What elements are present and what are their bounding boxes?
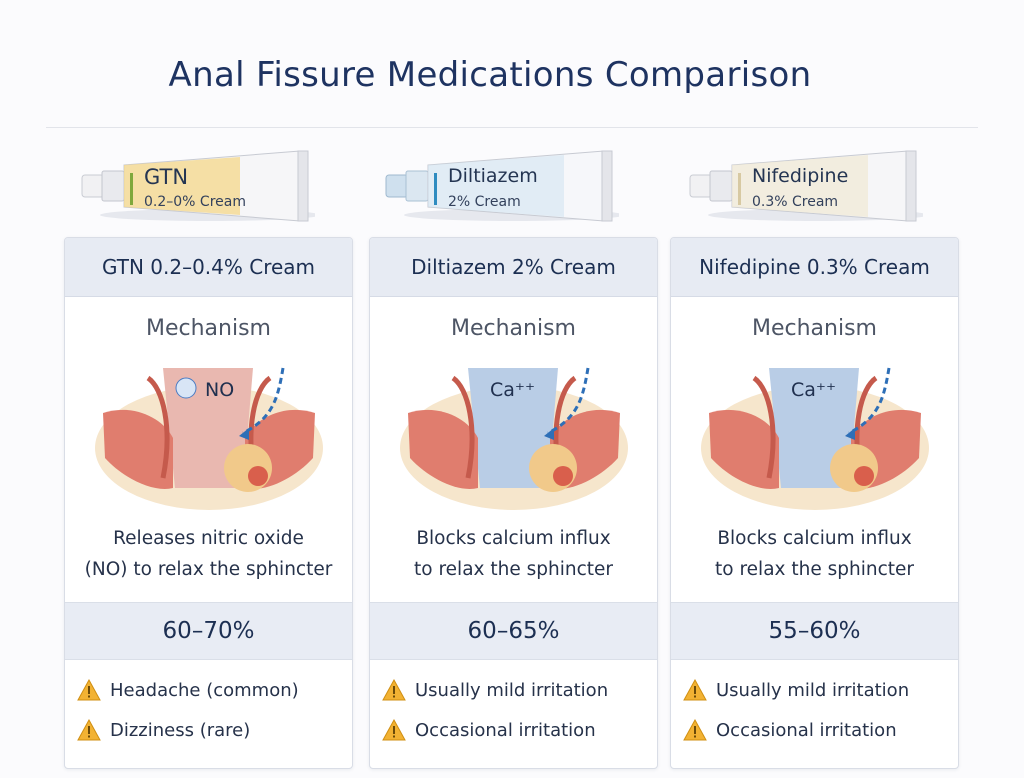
side-effect-item: Occasional irritation [382,710,652,750]
side-effect-item: Occasional irritation [683,710,953,750]
card-header: Nifedipine 0.3% Cream [671,238,958,297]
card-header: GTN 0.2–0.4% Cream [65,238,352,297]
healing-rate: 55–60% [671,602,958,660]
tube-name: Diltiazem [448,165,538,187]
card-gtn: GTN 0.2–0.4% Cream Mechanism NO Releases… [64,237,353,769]
card-nifedipine: Nifedipine 0.3% Cream Mechanism Ca⁺⁺ Blo… [670,237,959,769]
side-effect-item: Usually mild irritation [683,670,953,710]
side-effects-list: Usually mild irritation Occasional irrit… [382,670,652,750]
tube-strength: 2% Cream [448,194,521,210]
sphincter-illustration: NO [93,358,325,513]
side-effects-list: Headache (common) Dizziness (rare) [77,670,347,750]
nitric-oxide-label: NO [205,379,235,401]
side-effect-text: Headache (common) [110,679,299,701]
mechanism-heading: Mechanism [146,316,271,341]
warning-icon [77,679,101,701]
warning-icon [77,719,101,741]
mechanism-heading: Mechanism [451,316,576,341]
description-line: to relax the sphincter [715,559,914,580]
mechanism-heading: Mechanism [752,316,877,341]
sphincter-illustration: Ca⁺⁺ [398,358,630,513]
healing-rate: 60–70% [65,602,352,660]
side-effect-text: Dizziness (rare) [110,719,251,741]
calcium-label: Ca⁺⁺ [490,379,535,401]
side-effect-text: Occasional irritation [716,719,897,741]
side-effect-item: Dizziness (rare) [77,710,347,750]
warning-icon [382,719,406,741]
tube-strength: 0.2–0% Cream [144,194,246,210]
warning-icon [382,679,406,701]
description-line: to relax the sphincter [414,559,613,580]
healing-rate: 60–65% [370,602,657,660]
side-effect-item: Usually mild irritation [382,670,652,710]
mechanism-description: Blocks calcium influx to relax the sphin… [681,523,948,585]
mechanism-description: Releases nitric oxide (NO) to relax the … [75,523,342,585]
sphincter-illustration: Ca⁺⁺ [699,358,931,513]
side-effect-item: Headache (common) [77,670,347,710]
description-line: Blocks calcium influx [416,528,611,549]
card-diltiazem: Diltiazem 2% Cream Mechanism Ca⁺⁺ Blocks… [369,237,658,769]
side-effects-list: Usually mild irritation Occasional irrit… [683,670,953,750]
side-effect-text: Usually mild irritation [415,679,609,701]
side-effect-text: Occasional irritation [415,719,596,741]
warning-icon [683,719,707,741]
card-header: Diltiazem 2% Cream [370,238,657,297]
title-divider [46,127,978,128]
description-line: (NO) to relax the sphincter [84,559,333,580]
tube-name: Nifedipine [752,165,849,187]
description-line: Releases nitric oxide [113,528,304,549]
mechanism-description: Blocks calcium influx to relax the sphin… [380,523,647,585]
calcium-label: Ca⁺⁺ [791,379,836,401]
diltiazem-tube-image: Diltiazem 2% Cream [384,145,619,225]
side-effect-text: Usually mild irritation [716,679,910,701]
tube-name: GTN [144,165,189,189]
tube-strength: 0.3% Cream [752,194,839,210]
page-title: Anal Fissure Medications Comparison [168,55,812,95]
gtn-tube-image: GTN 0.2–0% Cream [80,145,315,225]
nifedipine-tube-image: Nifedipine 0.3% Cream [688,145,923,225]
warning-icon [683,679,707,701]
description-line: Blocks calcium influx [717,528,912,549]
